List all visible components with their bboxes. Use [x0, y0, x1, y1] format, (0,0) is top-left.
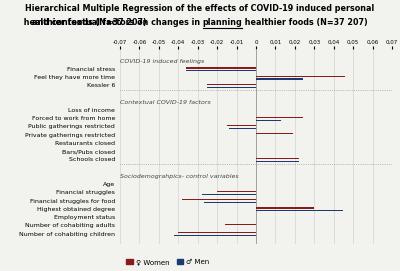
Bar — [256, 161, 299, 162]
Text: and contextual factors on changes in: and contextual factors on changes in — [32, 18, 203, 27]
Bar — [256, 207, 314, 209]
Bar — [208, 86, 256, 88]
Bar — [186, 70, 256, 71]
Bar — [256, 117, 303, 118]
Text: Contextual COVID-19 factors: Contextual COVID-19 factors — [120, 100, 211, 105]
Bar — [225, 224, 256, 225]
Text: healthier foods (N=37 207): healthier foods (N=37 207) — [242, 18, 368, 27]
Legend: ♀ Women, ♂ Men: ♀ Women, ♂ Men — [124, 256, 212, 268]
Bar — [178, 232, 256, 233]
Bar — [256, 158, 299, 159]
Text: Sociodemograhpics- control variables: Sociodemograhpics- control variables — [120, 174, 239, 179]
Bar — [182, 199, 256, 200]
Bar — [186, 67, 256, 69]
Bar — [204, 202, 256, 203]
Bar — [256, 78, 303, 80]
Text: COVID-19 induced feelings: COVID-19 induced feelings — [120, 59, 204, 64]
Bar — [202, 193, 256, 195]
Text: Hierarchical Multiple Regression of the effects of COVID-19 induced personal: Hierarchical Multiple Regression of the … — [25, 4, 375, 13]
Bar — [217, 191, 256, 192]
Bar — [229, 128, 256, 129]
Bar — [256, 210, 344, 211]
Text: healthier foods (N=37 207): healthier foods (N=37 207) — [21, 18, 147, 27]
Bar — [256, 133, 293, 134]
Bar — [256, 76, 345, 77]
Bar — [227, 125, 256, 126]
Bar — [208, 84, 256, 85]
Bar — [174, 235, 256, 236]
Bar — [256, 120, 281, 121]
Text: planning: planning — [203, 18, 242, 27]
